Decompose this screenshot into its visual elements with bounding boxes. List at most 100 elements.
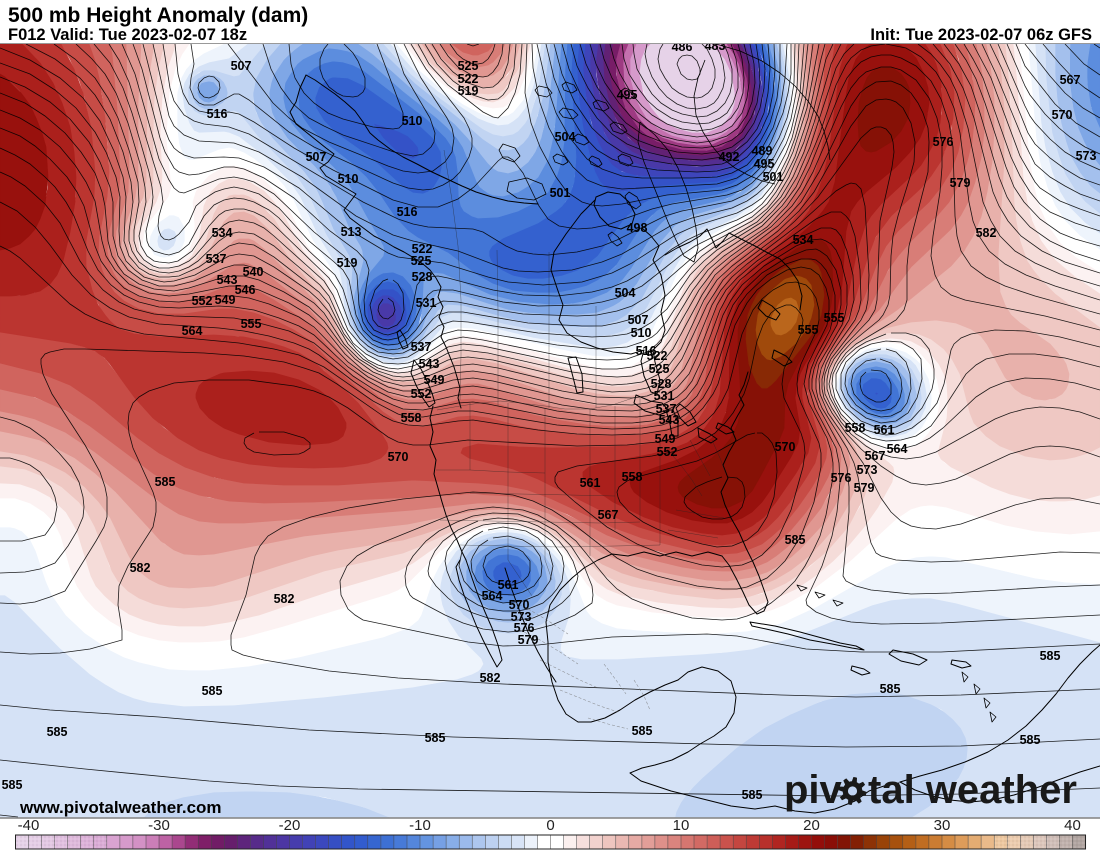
svg-text:piv: piv <box>784 768 843 812</box>
svg-text:501: 501 <box>550 186 571 200</box>
svg-text:552: 552 <box>192 294 213 308</box>
svg-text:Init: Tue 2023-02-07 06z GFS: Init: Tue 2023-02-07 06z GFS <box>870 26 1092 44</box>
svg-text:489: 489 <box>752 144 773 158</box>
svg-text:543: 543 <box>659 413 680 427</box>
svg-text:579: 579 <box>518 633 539 647</box>
svg-text:504: 504 <box>555 130 576 144</box>
svg-text:549: 549 <box>424 373 445 387</box>
svg-text:555: 555 <box>824 311 845 325</box>
svg-text:516: 516 <box>397 205 418 219</box>
svg-text:585: 585 <box>880 682 901 696</box>
svg-text:582: 582 <box>274 592 295 606</box>
svg-text:567: 567 <box>865 449 886 463</box>
svg-text:585: 585 <box>202 684 223 698</box>
svg-text:573: 573 <box>857 463 878 477</box>
svg-text:522: 522 <box>412 242 433 256</box>
svg-text:522: 522 <box>647 349 668 363</box>
svg-text:585: 585 <box>1020 733 1041 747</box>
svg-text:10: 10 <box>673 817 690 834</box>
svg-text:585: 585 <box>155 475 176 489</box>
svg-text:www.pivotalweather.com: www.pivotalweather.com <box>19 798 222 817</box>
svg-text:519: 519 <box>458 84 479 98</box>
svg-text:573: 573 <box>1076 149 1097 163</box>
svg-text:507: 507 <box>628 313 649 327</box>
svg-text:561: 561 <box>498 578 519 592</box>
svg-text:500 mb Height Anomaly (dam): 500 mb Height Anomaly (dam) <box>8 4 308 27</box>
svg-text:585: 585 <box>2 778 23 792</box>
svg-text:570: 570 <box>509 598 530 612</box>
svg-text:525: 525 <box>411 254 432 268</box>
svg-text:528: 528 <box>412 270 433 284</box>
svg-text:558: 558 <box>401 411 422 425</box>
svg-text:513: 513 <box>341 225 362 239</box>
svg-text:540: 540 <box>243 265 264 279</box>
svg-text:534: 534 <box>793 233 814 247</box>
svg-text:507: 507 <box>306 150 327 164</box>
svg-text:549: 549 <box>215 293 236 307</box>
svg-text:570: 570 <box>388 450 409 464</box>
svg-text:585: 585 <box>1040 649 1061 663</box>
svg-text:537: 537 <box>411 340 432 354</box>
svg-text:510: 510 <box>338 172 359 186</box>
svg-text:519: 519 <box>337 256 358 270</box>
svg-text:555: 555 <box>241 317 262 331</box>
svg-text:585: 585 <box>425 731 446 745</box>
svg-text:516: 516 <box>207 107 228 121</box>
svg-text:549: 549 <box>655 432 676 446</box>
svg-text:546: 546 <box>235 283 256 297</box>
svg-text:534: 534 <box>212 226 233 240</box>
svg-text:531: 531 <box>654 389 675 403</box>
svg-text:528: 528 <box>651 377 672 391</box>
svg-text:525: 525 <box>458 59 479 73</box>
svg-text:585: 585 <box>47 725 68 739</box>
svg-text:495: 495 <box>754 157 775 171</box>
svg-text:-40: -40 <box>18 817 40 834</box>
svg-text:576: 576 <box>514 621 535 635</box>
svg-text:564: 564 <box>482 589 503 603</box>
svg-text:522: 522 <box>458 72 479 86</box>
svg-text:516: 516 <box>636 344 657 358</box>
svg-text:558: 558 <box>845 421 866 435</box>
svg-text:561: 561 <box>874 423 895 437</box>
svg-text:585: 585 <box>785 533 806 547</box>
svg-text:552: 552 <box>411 387 432 401</box>
svg-text:543: 543 <box>419 357 440 371</box>
svg-text:579: 579 <box>950 176 971 190</box>
svg-text:525: 525 <box>649 362 670 376</box>
svg-text:507: 507 <box>231 59 252 73</box>
svg-text:567: 567 <box>1060 73 1081 87</box>
svg-text:-20: -20 <box>279 817 301 834</box>
svg-text:543: 543 <box>217 273 238 287</box>
svg-text:576: 576 <box>831 471 852 485</box>
svg-text:30: 30 <box>934 817 951 834</box>
svg-text:585: 585 <box>742 788 763 802</box>
svg-text:20: 20 <box>803 817 820 834</box>
svg-text:tal weather: tal weather <box>868 768 1077 812</box>
svg-text:486: 486 <box>672 40 693 54</box>
svg-text:483: 483 <box>705 39 726 53</box>
svg-text:555: 555 <box>798 323 819 337</box>
svg-text:495: 495 <box>617 88 638 102</box>
svg-text:582: 582 <box>976 226 997 240</box>
svg-text:-30: -30 <box>148 817 170 834</box>
svg-text:567: 567 <box>598 508 619 522</box>
svg-text:576: 576 <box>933 135 954 149</box>
svg-text:510: 510 <box>631 326 652 340</box>
svg-text:501: 501 <box>763 170 784 184</box>
svg-text:504: 504 <box>615 286 636 300</box>
svg-text:498: 498 <box>627 221 648 235</box>
svg-text:-10: -10 <box>409 817 431 834</box>
svg-text:561: 561 <box>580 476 601 490</box>
svg-text:564: 564 <box>887 442 908 456</box>
svg-text:492: 492 <box>719 150 740 164</box>
svg-text:564: 564 <box>182 324 203 338</box>
svg-text:585: 585 <box>632 724 653 738</box>
svg-text:40: 40 <box>1064 817 1081 834</box>
svg-text:F012 Valid: Tue 2023-02-07 18z: F012 Valid: Tue 2023-02-07 18z <box>8 26 247 44</box>
svg-text:0: 0 <box>546 817 554 834</box>
svg-text:582: 582 <box>130 561 151 575</box>
svg-text:537: 537 <box>656 402 677 416</box>
svg-text:582: 582 <box>480 671 501 685</box>
svg-text:510: 510 <box>402 114 423 128</box>
svg-text:531: 531 <box>416 296 437 310</box>
